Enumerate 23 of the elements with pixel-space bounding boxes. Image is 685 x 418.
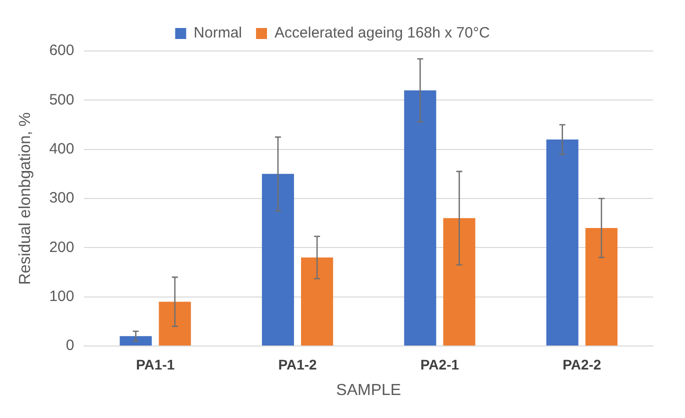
- bar: [262, 174, 294, 346]
- x-tick-label: PA1-1: [136, 356, 175, 372]
- y-tick-label: 500: [49, 91, 74, 108]
- x-tick-label: PA2-1: [420, 356, 460, 372]
- y-tick-label: 100: [49, 288, 74, 305]
- y-tick-label: 200: [49, 238, 74, 256]
- legend-label: Normal: [194, 24, 242, 42]
- bar: [546, 140, 578, 346]
- y-tick-label: 400: [49, 140, 74, 158]
- legend-label: Accelerated ageing 168h x 70°C: [274, 24, 490, 42]
- x-axis-title: SAMPLE: [336, 382, 402, 399]
- bar: [158, 302, 191, 346]
- bar: [301, 258, 334, 346]
- y-axis-title: Residual elonbgation, %: [17, 112, 34, 285]
- y-tick-label: 300: [49, 190, 74, 207]
- x-tick-label: PA1-2: [278, 356, 318, 372]
- x-tick-label: PA2-2: [562, 356, 602, 372]
- bar: [443, 218, 476, 346]
- y-tick-label: 600: [49, 42, 74, 60]
- bar: [404, 90, 436, 346]
- y-tick-label: 0: [66, 337, 74, 354]
- bar: [120, 336, 152, 346]
- bar: [585, 228, 618, 346]
